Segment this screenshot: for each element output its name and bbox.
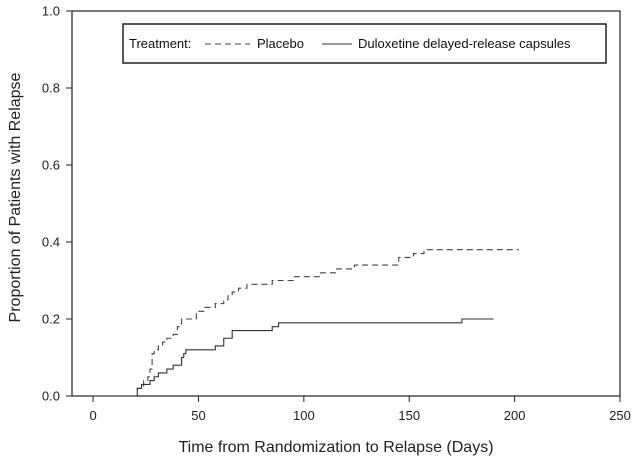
y-tick-label: 0.8 [42, 81, 60, 96]
legend: Treatment: Placebo Duloxetine delayed-re… [122, 23, 607, 64]
x-tick-label: 200 [504, 408, 526, 423]
x-tick-label: 250 [609, 408, 631, 423]
y-tick-label: 1.0 [42, 4, 60, 19]
y-axis-title: Proportion of Patients with Relapse [7, 72, 24, 322]
y-tick-label: 0.0 [42, 389, 60, 404]
series-line-placebo [93, 249, 519, 397]
x-axis-title: Time from Randomization to Relapse (Days… [178, 439, 493, 456]
x-tick-label: 100 [293, 408, 315, 423]
y-tick-label: 0.2 [42, 312, 60, 327]
series-line-duloxetine [93, 318, 494, 397]
legend-label-duloxetine: Duloxetine delayed-release capsules [358, 36, 571, 51]
x-tick-label: 150 [398, 408, 420, 423]
y-tick-label: 0.4 [42, 235, 60, 250]
x-tick-label: 50 [191, 408, 205, 423]
legend-title: Treatment: [129, 36, 191, 51]
plot-frame [71, 10, 621, 397]
legend-box [122, 23, 607, 64]
legend-label-placebo: Placebo [257, 36, 304, 51]
y-tick-label: 0.6 [42, 158, 60, 173]
x-tick-label: 0 [89, 408, 96, 423]
